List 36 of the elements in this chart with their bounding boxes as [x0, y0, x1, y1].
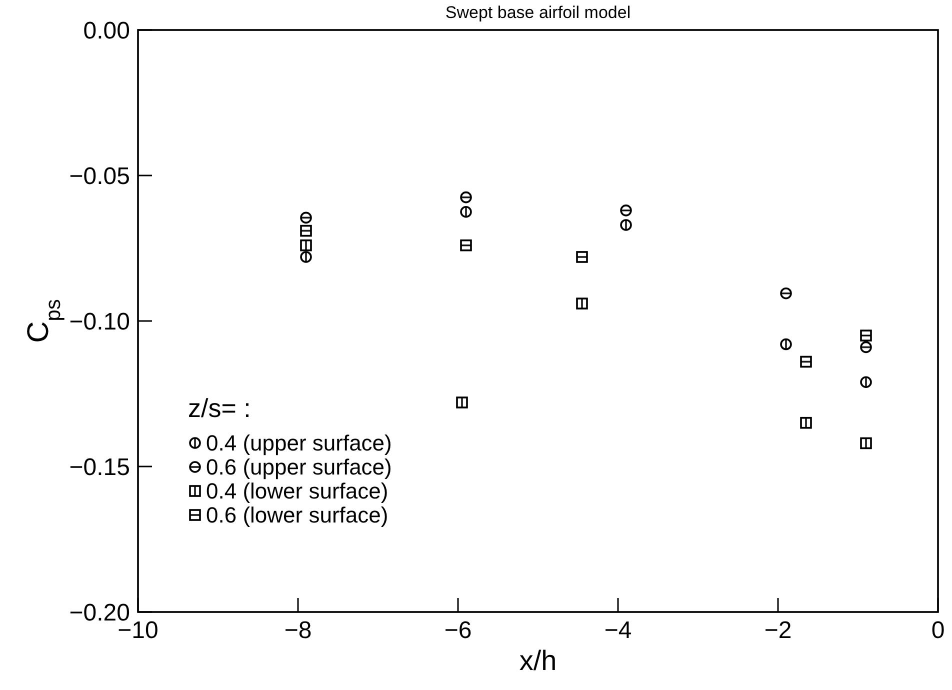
point	[860, 376, 872, 388]
point	[800, 416, 812, 429]
point	[300, 239, 312, 252]
chart-title: Swept base airfoil model	[445, 3, 631, 22]
y-tick-label: −0.05	[69, 162, 130, 190]
x-tick-label: −8	[284, 617, 312, 644]
point	[460, 239, 472, 252]
point	[860, 330, 872, 342]
point	[780, 338, 792, 350]
point	[860, 437, 872, 450]
x-tick-label: 0	[931, 617, 945, 644]
point	[780, 287, 792, 300]
point	[460, 191, 472, 204]
x-tick-label: −4	[604, 617, 632, 644]
y-tick-label: −0.10	[69, 308, 130, 336]
x-axis-title: x/h	[519, 645, 557, 676]
point	[620, 204, 632, 216]
point	[300, 224, 312, 237]
point	[300, 251, 312, 263]
y-tick-label: −0.15	[69, 454, 130, 481]
point	[576, 251, 588, 263]
point	[800, 356, 812, 368]
x-tick-label: −2	[764, 617, 792, 644]
point	[300, 212, 312, 224]
point	[456, 396, 468, 408]
x-tick-label: −6	[444, 617, 472, 644]
legend-title: z/s= :	[188, 393, 251, 423]
legend-label: 0.4 (lower surface)	[206, 478, 388, 504]
legend-label: 0.6 (upper surface)	[206, 454, 392, 480]
point	[860, 341, 872, 354]
legend-label: 0.6 (lower surface)	[206, 502, 388, 528]
legend-label: 0.4 (upper surface)	[206, 430, 392, 456]
point	[620, 219, 632, 231]
point	[576, 298, 588, 310]
point	[460, 206, 472, 218]
y-tick-label: 0.00	[83, 17, 130, 44]
